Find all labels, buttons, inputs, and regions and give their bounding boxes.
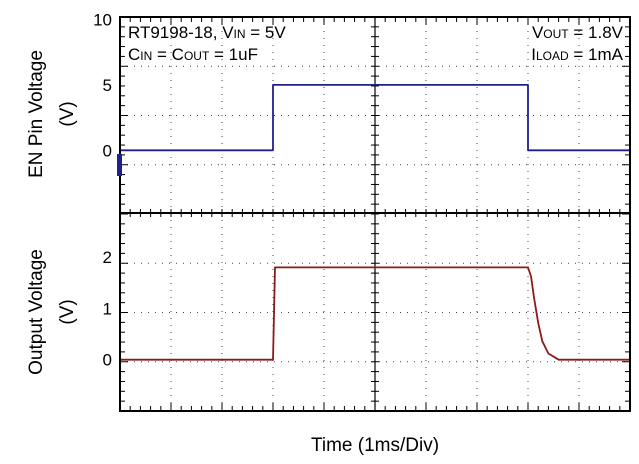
en-panel-tick-labels: 0 5 10 [93,11,112,161]
en-ytick-label: 10 [93,11,112,30]
annotation-top-right-line2: ILOAD = 1mA [531,45,623,64]
en-panel-ylabel-line2: (V) [57,101,78,126]
trace-layer [120,84,630,361]
out-panel-ylabel-line2: (V) [57,299,78,324]
ch1-ground-marker [117,154,122,176]
annotation-top-left-line1: RT9198-18, VIN = 5V [128,23,286,42]
out-trace [120,266,630,361]
out-panel-tick-labels: 0 1 2 [103,248,112,370]
x-axis-label: Time (1ms/Div) [311,435,439,456]
out-ytick-label: 1 [103,299,112,318]
annotation-top-left-line2: CIN = COUT = 1uF [128,45,258,64]
en-panel-ylabel-line1: EN Pin Voltage [26,50,47,178]
en-ytick-label: 0 [103,141,112,160]
en-trace [120,84,630,152]
en-ytick-label: 5 [103,76,112,95]
out-panel-ylabel-line1: Output Voltage [26,249,47,375]
annotation-top-right-line1: VOUT = 1.8V [532,23,624,42]
out-ytick-label: 2 [103,248,112,267]
out-ytick-label: 0 [103,351,112,370]
